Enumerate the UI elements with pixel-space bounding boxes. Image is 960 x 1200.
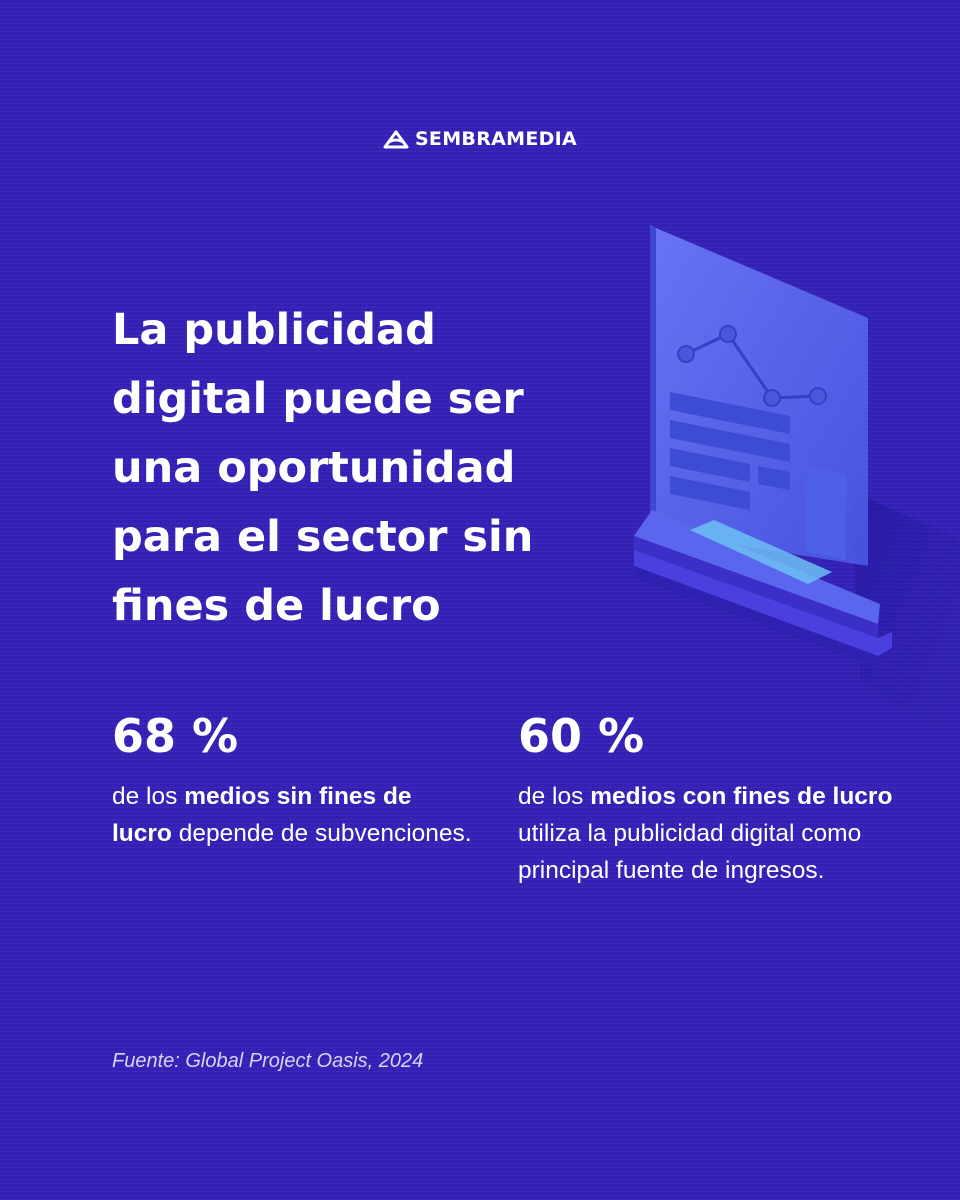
stat-text: de los: [518, 783, 591, 810]
stat-text-bold: medios con fines de lucro: [590, 783, 893, 810]
headline-line: La publicidad: [112, 305, 436, 355]
stat-nonprofit: 68 % de los medios sin fines de lucro de…: [112, 708, 472, 852]
brand-name: SEMBRAMEDIA: [414, 128, 578, 150]
monitor-chart-illustration: [634, 224, 960, 750]
source-citation: Fuente: Global Project Oasis, 2024: [112, 1050, 424, 1072]
headline-line: digital puede ser: [112, 374, 524, 424]
sembramedia-logo-icon: [383, 130, 409, 149]
stat-text-bold: medios sin fines de lucro: [112, 783, 412, 847]
stat-text: depende de subvenciones.: [171, 820, 472, 847]
brand-logo: SEMBRAMEDIA: [0, 128, 960, 150]
stat-value: 60 %: [518, 709, 645, 763]
stat-description: de los medios sin fines de lucro depende…: [112, 778, 472, 852]
headline-line: fines de lucro: [112, 581, 441, 631]
stat-text: utiliza la publicidad digital como princ…: [518, 820, 862, 884]
stat-value: 68 %: [112, 709, 239, 763]
headline: La publicidad digital puede ser una opor…: [112, 296, 632, 641]
headline-line: para el sector sin: [112, 512, 534, 562]
stat-description: de los medios con fines de lucro utiliza…: [518, 778, 918, 889]
stat-forprofit: 60 % de los medios con fines de lucro ut…: [518, 708, 918, 889]
headline-line: una oportunidad: [112, 443, 516, 493]
stat-text: de los: [112, 783, 185, 810]
